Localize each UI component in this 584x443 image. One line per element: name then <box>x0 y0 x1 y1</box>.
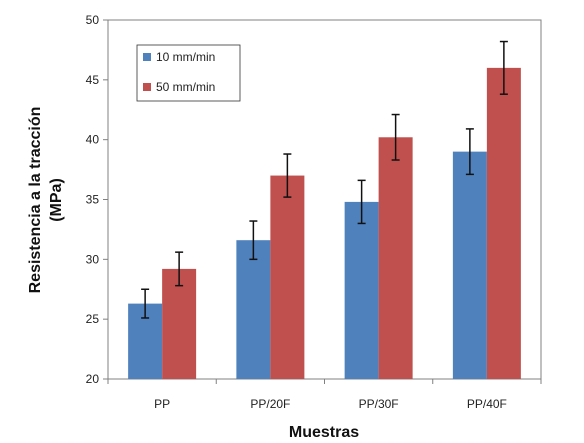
bar-10mm-pp-30f <box>344 201 379 379</box>
y-tick-label: 50 <box>86 13 100 27</box>
y-axis-title-line2: (MPa) <box>48 178 65 222</box>
error-bar-10mm-pp-20f <box>249 220 258 261</box>
bar-10mm-pp-40f <box>452 151 487 379</box>
error-bar-50mm-pp-40f <box>499 40 508 95</box>
error-bar-10mm-pp-40f <box>465 128 474 176</box>
legend-box <box>136 44 241 102</box>
error-bar-50mm-pp <box>175 251 184 287</box>
x-tick-label: PP/20F <box>250 397 290 411</box>
legend-label-50mm: 50 mm/min <box>156 80 215 94</box>
legend-swatch-10mm <box>143 53 151 61</box>
x-tick-label: PP <box>154 397 170 411</box>
bar-50mm-pp-30f <box>378 137 413 379</box>
legend-label-10mm: 10 mm/min <box>156 50 215 64</box>
x-tick-label: PP/40F <box>467 397 507 411</box>
legend: 10 mm/min 50 mm/min <box>136 44 241 102</box>
bar-50mm-pp-20f <box>270 175 305 379</box>
y-tick-label: 25 <box>86 312 100 326</box>
error-bar-10mm-pp <box>141 288 150 319</box>
bars-group <box>128 67 521 379</box>
bar-50mm-pp <box>162 268 197 379</box>
y-tick-label: 20 <box>86 372 100 386</box>
error-bars-group <box>141 40 508 319</box>
y-axis-ticks: 20 25 30 35 40 45 50 <box>86 13 108 386</box>
legend-swatch-50mm <box>143 83 151 91</box>
y-tick-label: 35 <box>86 193 100 207</box>
y-tick-label: 40 <box>86 133 100 147</box>
bar-50mm-pp-40f <box>486 67 521 379</box>
x-axis-title: Muestras <box>289 424 359 441</box>
error-bar-50mm-pp-30f <box>391 113 400 161</box>
x-tick-label: PP/30F <box>359 397 399 411</box>
x-axis-ticks: PP PP/20F PP/30F PP/40F <box>107 379 542 411</box>
y-axis-title-line1: Resistencia a la tracción <box>27 107 44 294</box>
error-bar-10mm-pp-30f <box>357 179 366 225</box>
bar-10mm-pp-20f <box>236 240 271 379</box>
y-tick-label: 45 <box>86 73 100 87</box>
error-bar-50mm-pp-20f <box>283 153 292 198</box>
y-tick-label: 30 <box>86 252 100 266</box>
